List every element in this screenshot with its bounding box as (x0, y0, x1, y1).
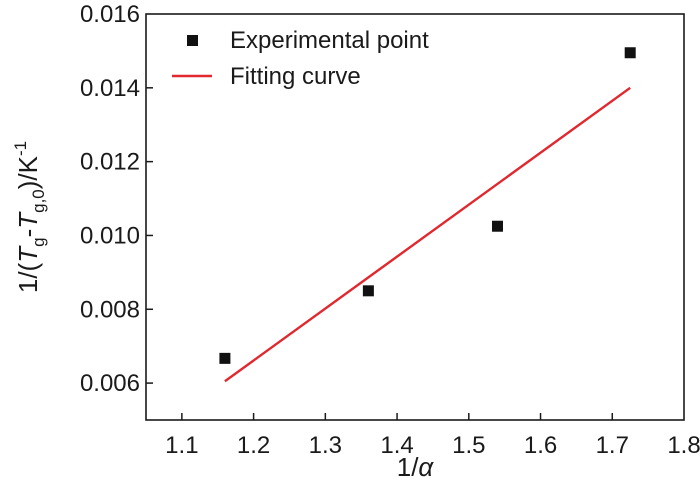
y-tick-labels: 0.006 0.008 0.010 0.012 0.014 0.016 (80, 1, 140, 397)
legend-label-fitting-curve: Fitting curve (230, 63, 361, 90)
y-axis-title: 1/(Tg-Tg,0)/K-1 (11, 141, 48, 293)
series-layer (219, 47, 636, 383)
y-axis-title-part1: 1/( (13, 262, 43, 293)
y-tick-label: 0.016 (80, 1, 140, 28)
x-tick-label: 1.5 (452, 432, 485, 459)
x-tick-labels: 1.1 1.2 1.3 1.4 1.5 1.6 1.7 1.8 (165, 432, 700, 459)
y-axis-title-t2: T (13, 211, 43, 229)
y-axis-title-dash: - (13, 229, 43, 238)
x-tick-label: 1.1 (165, 432, 198, 459)
legend-label-experimental-point: Experimental point (230, 27, 429, 54)
experimental-point (219, 352, 231, 364)
y-tick-label: 0.012 (80, 149, 140, 176)
y-axis-title-sub1: g (29, 237, 48, 246)
x-tick-label: 1.6 (524, 432, 557, 459)
y-tick-label: 0.014 (80, 75, 140, 102)
legend: Experimental point Fitting curve (172, 27, 429, 90)
y-tick-label: 0.006 (80, 370, 140, 397)
x-axis-title-prefix: 1/ (397, 452, 419, 482)
x-tick-label: 1.7 (596, 432, 629, 459)
y-axis-title-sup: -1 (11, 141, 30, 156)
y-axis-title-part2: )/K (13, 155, 43, 189)
x-tick-label: 1.2 (237, 432, 270, 459)
y-axis-title-sub2: g,0 (29, 189, 48, 213)
y-tick-label: 0.008 (80, 296, 140, 323)
fitting-curve-line (224, 86, 631, 383)
axis-ticks (146, 87, 614, 420)
experimental-point (362, 285, 374, 297)
x-axis-title: 1/α (397, 452, 435, 482)
x-tick-label: 1.8 (667, 432, 700, 459)
x-tick-label: 1.3 (309, 432, 342, 459)
y-axis-title-t1: T (13, 245, 43, 263)
x-tick-label: 1.4 (380, 432, 413, 459)
x-axis-title-symbol: α (418, 452, 434, 482)
experimental-point (491, 220, 503, 232)
legend-marker-experimental-point (187, 35, 198, 46)
experimental-point (624, 47, 636, 59)
plot-frame (145, 13, 685, 421)
y-tick-label: 0.010 (80, 222, 140, 249)
